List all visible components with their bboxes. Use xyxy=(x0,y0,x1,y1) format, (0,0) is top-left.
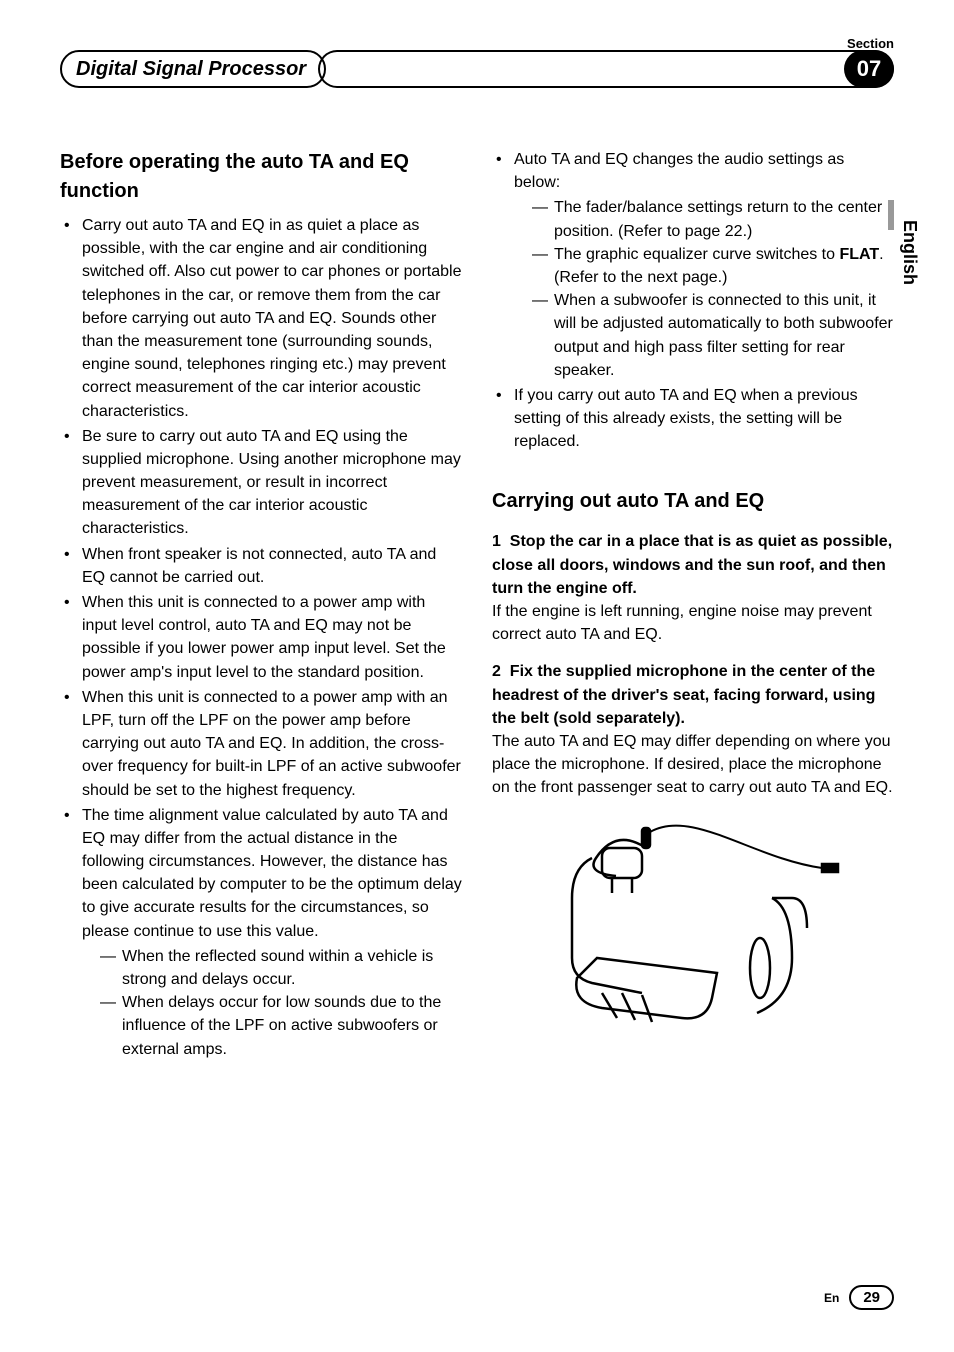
list-item-text: The time alignment value calculated by a… xyxy=(82,807,462,940)
page: Section Digital Signal Processor 07 Engl… xyxy=(0,0,954,1352)
chapter-pill: Digital Signal Processor xyxy=(60,50,326,88)
step-lead: Stop the car in a place that is as quiet… xyxy=(492,533,892,596)
list-item: Be sure to carry out auto TA and EQ usin… xyxy=(60,425,462,541)
step-body: If the engine is left running, engine no… xyxy=(492,600,894,646)
sub-list: When the reflected sound within a vehicl… xyxy=(82,945,462,1061)
step-2: 2 Fix the supplied microphone in the cen… xyxy=(492,660,894,799)
section-label: Section xyxy=(847,36,894,51)
list-item: When front speaker is not connected, aut… xyxy=(60,543,462,589)
header-row: Digital Signal Processor 07 xyxy=(60,50,894,88)
footer: En 29 xyxy=(824,1285,894,1310)
heading-before-operating: Before operating the auto TA and EQ func… xyxy=(60,148,462,206)
step-number: 2 xyxy=(492,663,501,680)
footer-lang: En xyxy=(824,1291,839,1305)
changes-list: Auto TA and EQ changes the audio setting… xyxy=(492,148,894,453)
step-body: The auto TA and EQ may differ depending … xyxy=(492,730,894,800)
right-column: Auto TA and EQ changes the audio setting… xyxy=(492,148,894,1063)
step-number: 1 xyxy=(492,533,501,550)
header-line: 07 xyxy=(338,50,894,88)
list-item: Auto TA and EQ changes the audio setting… xyxy=(492,148,894,382)
list-item-text: Auto TA and EQ changes the audio setting… xyxy=(514,151,844,191)
sub-list: The fader/balance settings return to the… xyxy=(514,196,894,382)
list-item: Carry out auto TA and EQ in as quiet a p… xyxy=(60,214,462,423)
sub-list-item: The graphic equalizer curve switches to … xyxy=(532,243,894,289)
chapter-title: Digital Signal Processor xyxy=(76,58,306,81)
sub-list-item: The fader/balance settings return to the… xyxy=(532,196,894,242)
before-operating-list: Carry out auto TA and EQ in as quiet a p… xyxy=(60,214,462,1061)
section-number-badge: 07 xyxy=(844,50,894,88)
left-column: Before operating the auto TA and EQ func… xyxy=(60,148,462,1063)
page-number: 29 xyxy=(849,1285,894,1310)
list-item: The time alignment value calculated by a… xyxy=(60,804,462,1061)
sub-list-item: When a subwoofer is connected to this un… xyxy=(532,289,894,382)
list-item: When this unit is connected to a power a… xyxy=(60,686,462,802)
flat-label: FLAT xyxy=(839,246,879,263)
list-item: When this unit is connected to a power a… xyxy=(60,591,462,684)
sub-list-item: When the reflected sound within a vehicl… xyxy=(100,945,462,991)
content-columns: Before operating the auto TA and EQ func… xyxy=(60,148,894,1063)
side-language-label: English xyxy=(899,220,920,285)
microphone-illustration xyxy=(492,818,894,1035)
seat-mic-diagram-icon xyxy=(522,818,842,1028)
step-lead: Fix the supplied microphone in the cente… xyxy=(492,663,875,726)
step-1: 1 Stop the car in a place that is as qui… xyxy=(492,530,894,646)
list-item: If you carry out auto TA and EQ when a p… xyxy=(492,384,894,454)
sub-list-item: When delays occur for low sounds due to … xyxy=(100,991,462,1061)
heading-carrying-out: Carrying out auto TA and EQ xyxy=(492,487,894,516)
